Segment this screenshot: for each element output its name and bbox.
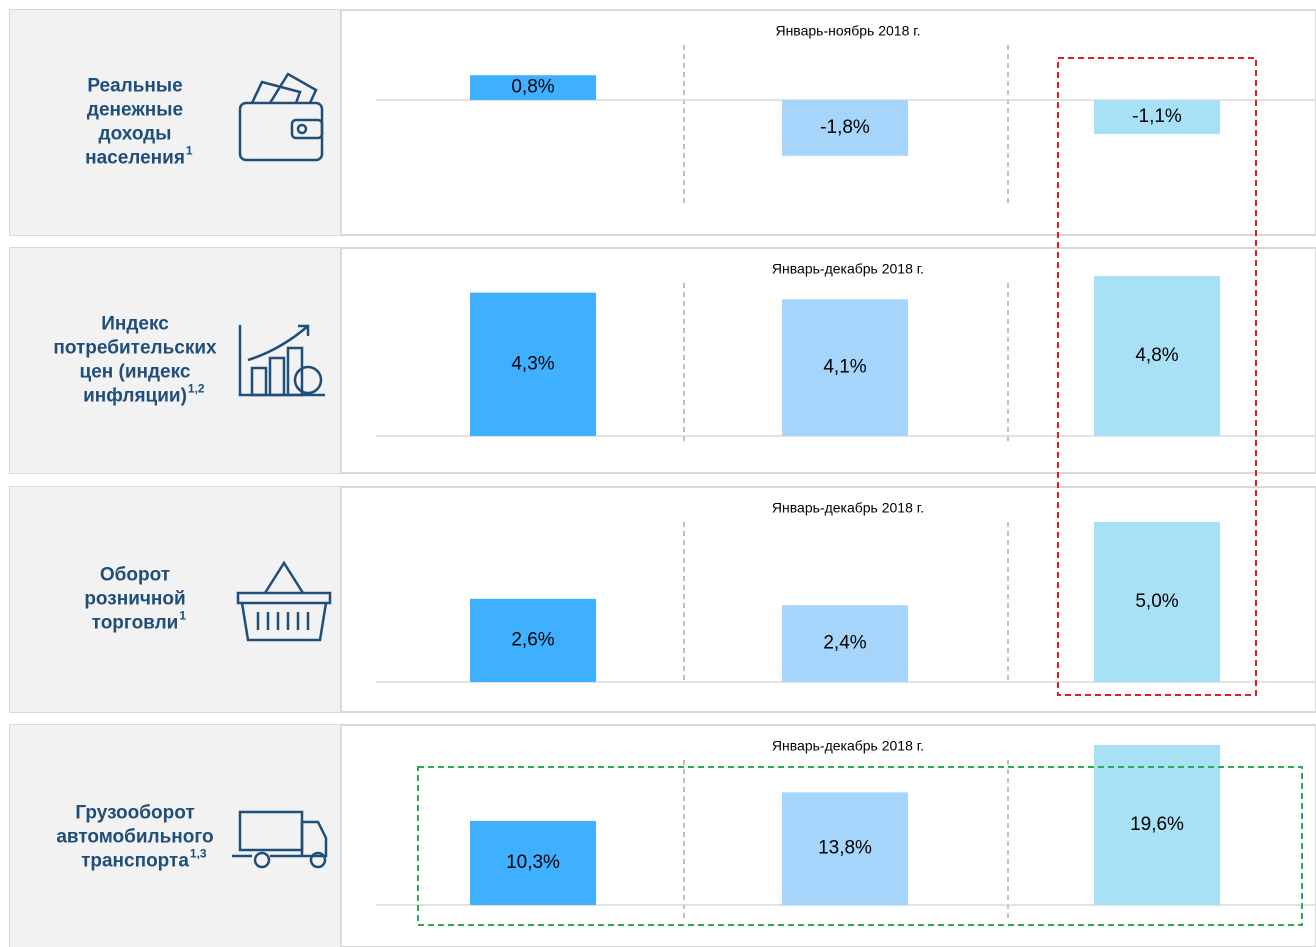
value-label: 13,8% xyxy=(818,838,872,859)
value-label: -1,8% xyxy=(820,117,870,138)
bar xyxy=(782,299,908,436)
row-label: инфляции) xyxy=(83,386,187,407)
row-label: автомобильного xyxy=(56,827,213,848)
wallet-icon xyxy=(238,72,324,162)
row-label: торговли xyxy=(92,613,179,634)
basket-icon xyxy=(236,560,332,642)
bar xyxy=(1094,745,1220,905)
period: Январь-декабрь 2018 г. xyxy=(772,261,924,277)
row-label: населения xyxy=(85,148,185,169)
row-label: Грузооборот xyxy=(75,803,194,824)
inflation-icon xyxy=(238,324,325,397)
row-label: Оборот xyxy=(100,565,170,586)
period: Январь-декабрь 2018 г. xyxy=(772,738,924,754)
footnote-ref: 1,3 xyxy=(190,847,207,861)
row-label: доходы xyxy=(99,124,172,145)
value-label: 4,3% xyxy=(511,353,554,374)
footnote-ref: 1 xyxy=(186,144,193,158)
row-label: денежные xyxy=(87,100,183,121)
label-panel xyxy=(10,10,340,235)
icons xyxy=(232,72,332,869)
footnote-ref: 1,2 xyxy=(188,382,205,396)
label-panel xyxy=(10,725,340,947)
bar xyxy=(470,75,596,100)
value-label: 2,6% xyxy=(511,629,554,650)
value-label: 4,1% xyxy=(823,357,866,378)
value-label: 5,0% xyxy=(1135,591,1178,612)
period: Январь-ноябрь 2018 г. xyxy=(775,23,920,39)
label-panel xyxy=(10,487,340,712)
value-label: 19,6% xyxy=(1130,814,1184,835)
row-label: потребительских xyxy=(53,338,217,359)
bar xyxy=(1094,100,1220,135)
value-label: 4,8% xyxy=(1135,345,1178,366)
row-label: цен (индекс xyxy=(80,362,191,383)
bar xyxy=(470,292,596,436)
bar xyxy=(470,820,596,905)
row-label: розничной xyxy=(84,589,185,610)
row-label: Индекс xyxy=(101,314,169,335)
truck-icon xyxy=(232,810,328,869)
bar xyxy=(782,605,908,682)
row-label: транспорта xyxy=(81,851,189,872)
bar xyxy=(1094,522,1220,682)
label-panel xyxy=(10,248,340,473)
bar xyxy=(782,100,908,156)
bar xyxy=(782,792,908,905)
value-label: 0,8% xyxy=(511,77,554,98)
footnote-ref: 1 xyxy=(179,609,186,623)
highlight-green xyxy=(417,766,1303,926)
value-label: 10,3% xyxy=(506,852,560,873)
row-label: Реальные xyxy=(87,76,182,97)
value-label: 2,4% xyxy=(823,633,866,654)
bar xyxy=(470,598,596,682)
highlight-red xyxy=(1057,57,1257,696)
period: Январь-декабрь 2018 г. xyxy=(772,500,924,516)
bar xyxy=(1094,276,1220,436)
value-label: -1,1% xyxy=(1132,106,1182,127)
